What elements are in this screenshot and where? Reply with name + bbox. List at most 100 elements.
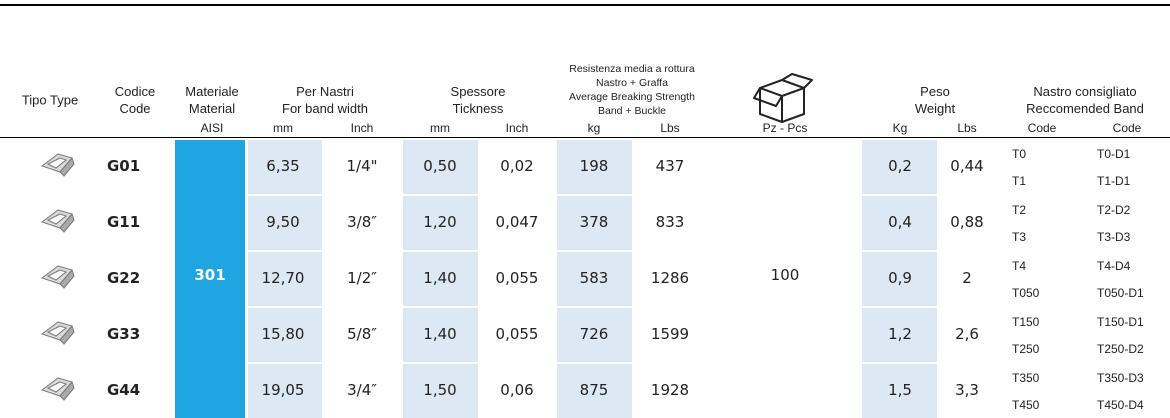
band-code: T450-D4 [1097,398,1144,412]
band-code: T0-D1 [1097,147,1131,161]
row-value: 19,05 [261,381,305,399]
band-code: T250 [1012,342,1040,356]
column-shade [557,308,632,362]
row-value: 1,40 [423,269,457,287]
subheader-cell: Kg [892,121,908,135]
header-line: Average Breaking Strength [569,91,695,103]
row-value: 1,2 [888,325,912,343]
column-shade [248,308,322,362]
band-code: T0 [1012,147,1027,161]
row-value: 875 [579,381,609,399]
row-value: 1/2″ [347,269,377,287]
band-code: T2-D2 [1097,203,1131,217]
column-shade [248,252,322,306]
band-code: T050 [1012,286,1040,300]
buckle-icon [40,321,75,345]
top-rule [0,4,1170,6]
row-code: G44 [107,381,141,399]
row-value: 0,02 [500,157,534,175]
header-cell: Materiale Material [185,83,238,117]
header-line: Reccomended Band [1026,101,1144,116]
column-shade [248,140,322,194]
pieces-value: 100 [770,266,800,284]
row-value: 12,70 [261,269,305,287]
row-value: 1286 [650,269,690,287]
column-shade [862,252,937,306]
column-shade [862,196,937,250]
row-code: G33 [107,325,141,343]
row-value: 3,3 [955,381,979,399]
band-code: T150-D1 [1097,315,1144,329]
row-value: 1,50 [423,381,457,399]
band-code: T350 [1012,371,1040,385]
header-line: Codice [114,84,156,99]
column-shade [403,364,478,418]
subheader-cell: mm [273,121,293,135]
material-cell [175,140,245,418]
column-shade [248,196,322,250]
row-value: 3/8″ [347,213,377,231]
row-value: 0,44 [950,157,984,175]
row-value: 833 [655,213,685,231]
header-cell: Per Nastri For band width [282,83,368,117]
header-line: Material [188,101,236,116]
header-line: Spessore [450,84,506,99]
column-shade [862,140,937,194]
subheader-cell: Inch [350,121,374,135]
band-code: T450 [1012,398,1040,412]
subheader-cell: AISI [200,121,224,135]
band-code: T250-D2 [1097,342,1144,356]
header-line: Resistenza media a rottura [569,63,695,75]
subheader-cell: kg [587,121,601,135]
row-code: G01 [107,157,141,175]
header-line: Materiale [185,84,239,99]
header-line: Tickness [452,101,504,116]
subheader-cell: Inch [505,121,529,135]
header-line: Per Nastri [296,84,354,99]
header-line: Band + Buckle [597,105,667,117]
column-shade [403,140,478,194]
header-line: Peso [920,84,950,99]
buckle-icon [40,209,75,233]
header-cell: Codice Code [115,83,155,117]
header-line: Tipo Type [21,92,79,108]
row-value: 0,4 [888,213,912,231]
row-value: 2 [962,269,972,287]
row-value: 1928 [650,381,690,399]
row-value: 0,055 [495,269,539,287]
row-value: 1,20 [423,213,457,231]
row-value: 1,40 [423,325,457,343]
row-value: 0,2 [888,157,912,175]
row-value: 198 [579,157,609,175]
band-code: T4-D4 [1097,259,1131,273]
header-cell: Resistenza media a rottura Nastro + Graff… [569,62,695,118]
column-shade [557,364,632,418]
band-code: T1 [1012,174,1027,188]
subheader-cell: Code [1112,121,1142,135]
row-value: 378 [579,213,609,231]
header-rule [0,137,1170,138]
row-value: 1,5 [888,381,912,399]
row-value: 3/4″ [347,381,377,399]
header-cell: Tipo Type [22,92,78,109]
row-value: 5/8″ [347,325,377,343]
band-code: T2 [1012,203,1027,217]
column-shade [557,140,632,194]
row-value: 1/4" [346,157,378,175]
column-shade [403,252,478,306]
column-shade [403,308,478,362]
row-value: 6,35 [266,157,300,175]
header-cell: Spessore Tickness [451,83,506,117]
row-value: 0,9 [888,269,912,287]
row-value: 583 [579,269,609,287]
buckle-icon [40,153,75,177]
column-shade [248,364,322,418]
row-value: 0,06 [500,381,534,399]
band-code: T050-D1 [1097,286,1144,300]
column-shade [862,364,937,418]
header-cell: Peso Weight [915,83,955,117]
header-line: Code [119,101,151,116]
band-code: T4 [1012,259,1027,273]
column-shade [403,196,478,250]
